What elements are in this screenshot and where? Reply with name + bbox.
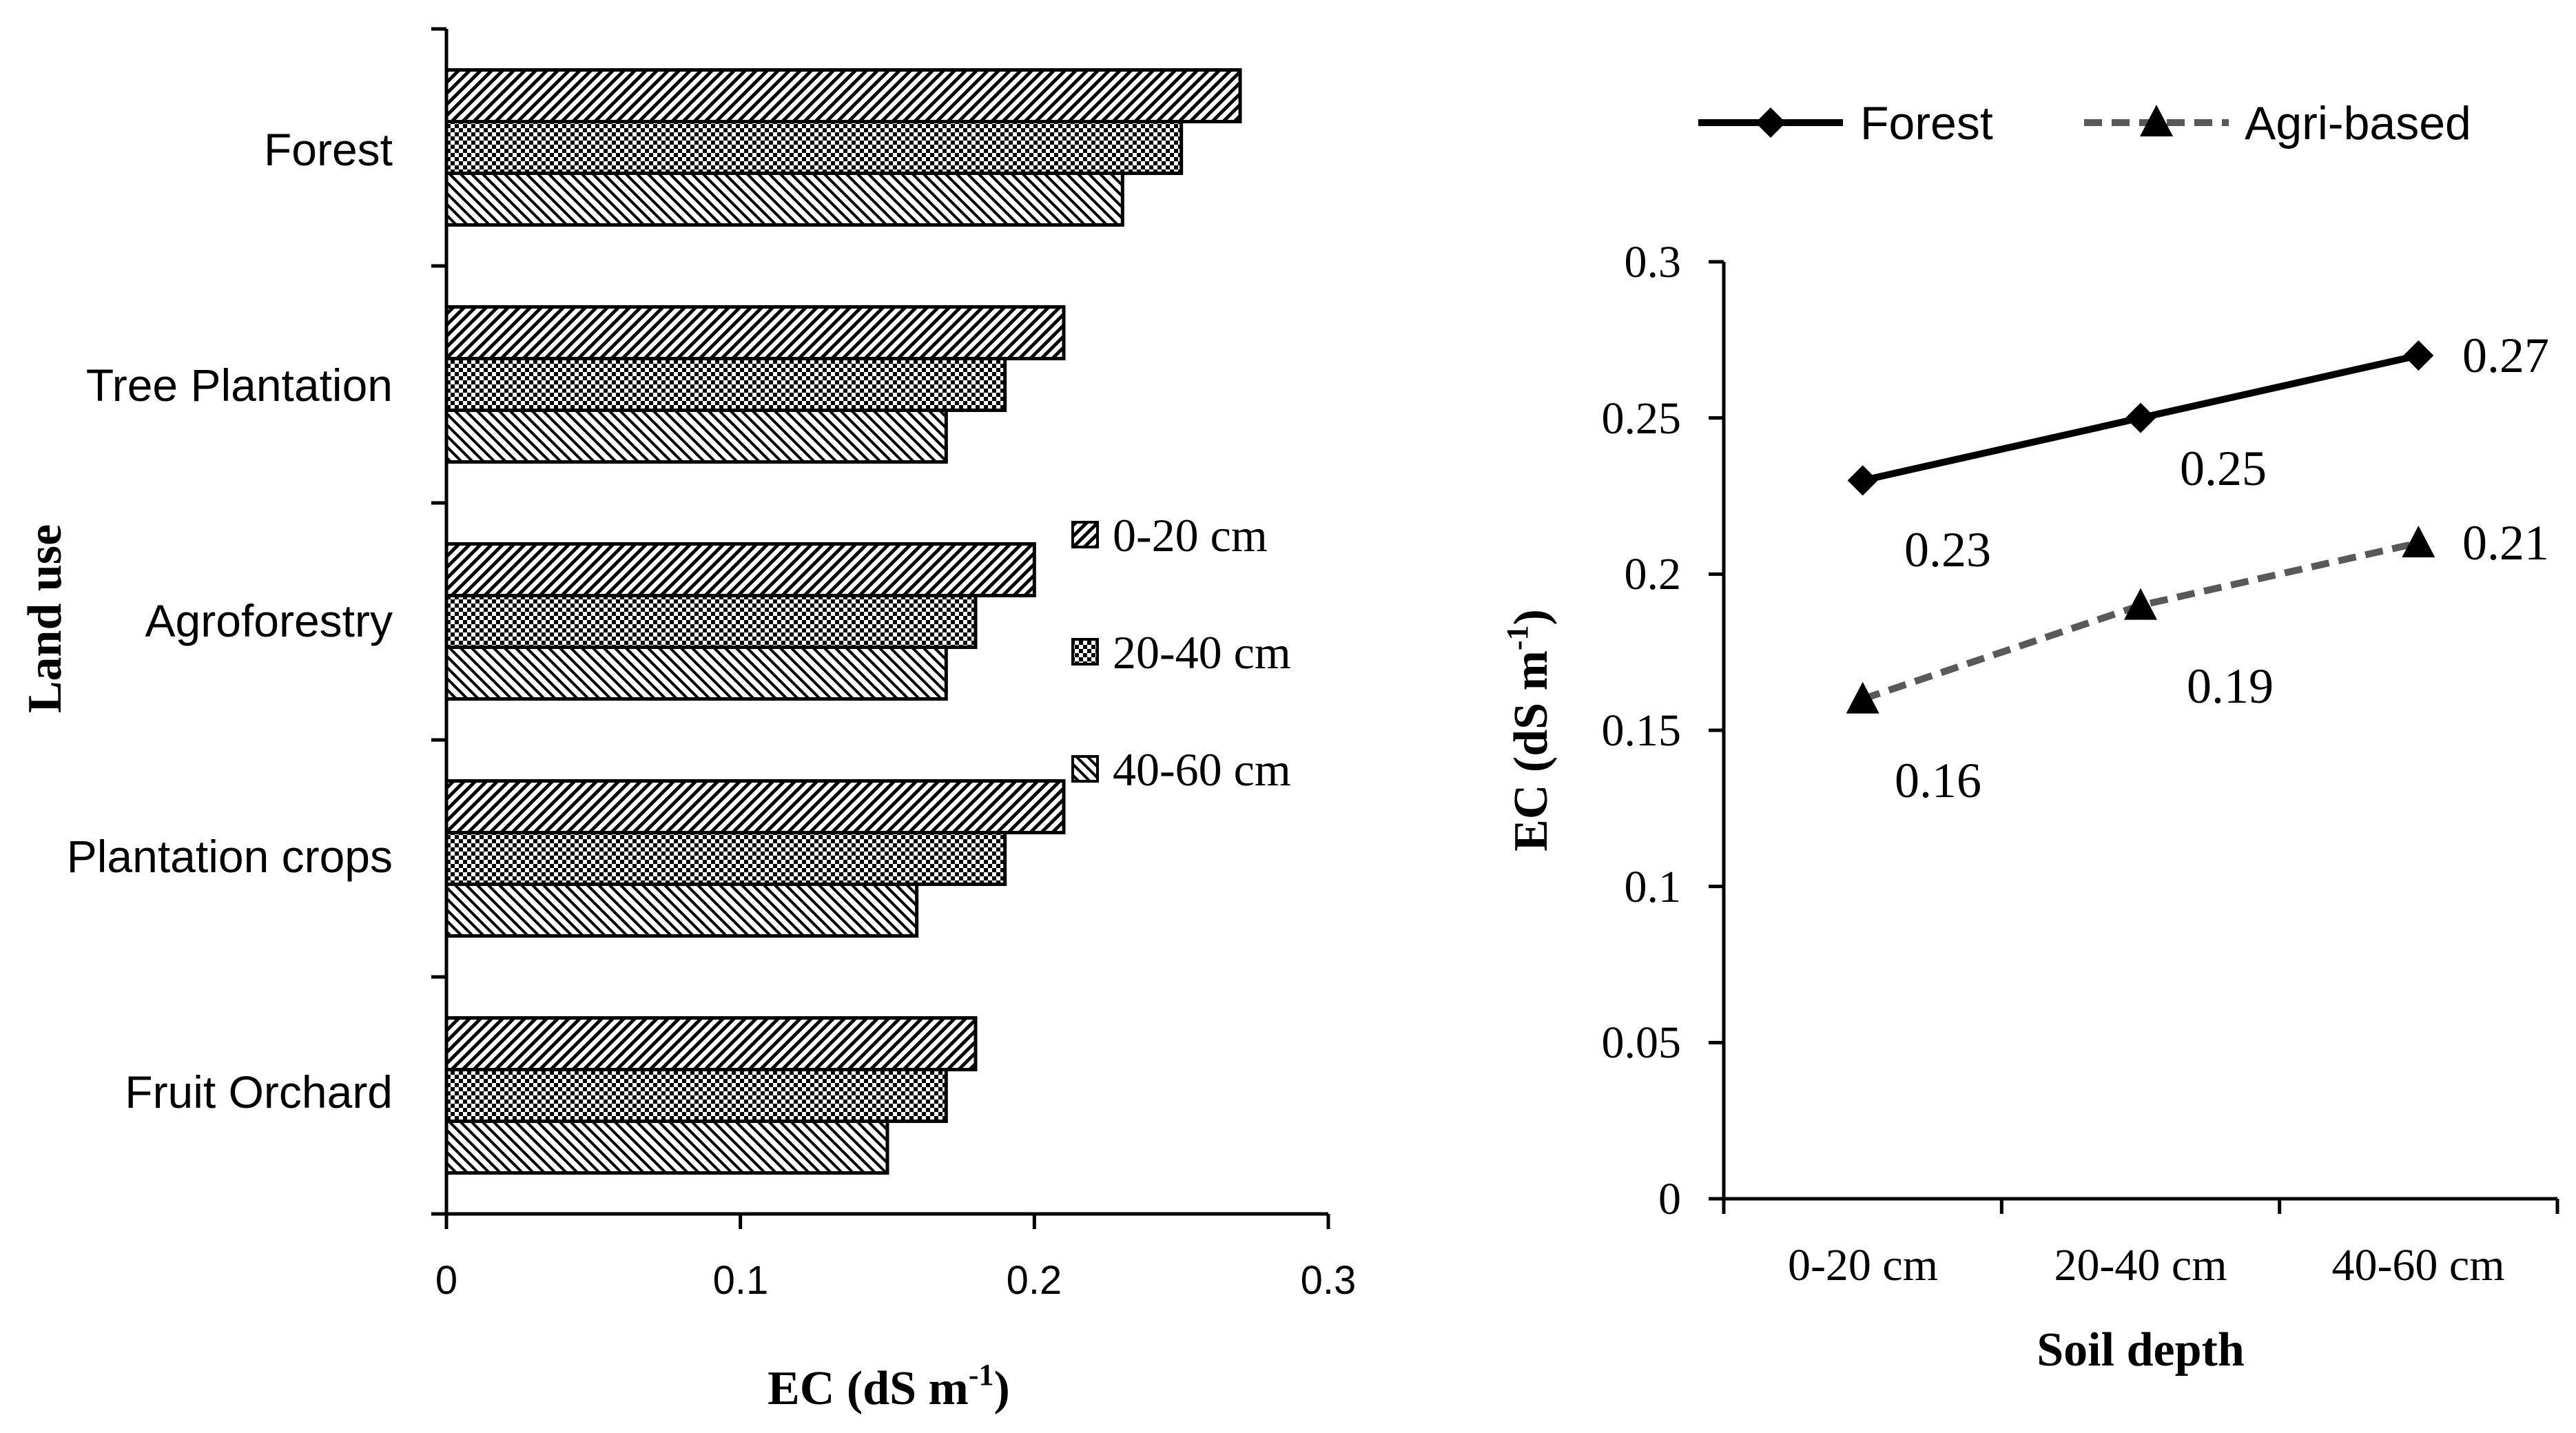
category-label: Tree Plantation	[86, 360, 393, 411]
legend-label: Forest	[1860, 97, 1993, 150]
bar	[444, 594, 978, 649]
y-tick-marks	[1709, 260, 1724, 1201]
category-label: Fruit Orchard	[125, 1066, 393, 1117]
y-axis-title: Land use	[19, 524, 72, 713]
diamond-marker	[1847, 465, 1878, 496]
diamond-marker	[2125, 402, 2156, 433]
bar	[444, 68, 1242, 123]
x-axis-title: EC (dS m-1)	[767, 1358, 1010, 1415]
data-label: 0.27	[2462, 328, 2549, 383]
bar	[444, 831, 1007, 886]
legend-swatch-checker	[1071, 638, 1099, 666]
category-label: Plantation crops	[67, 831, 393, 882]
x-tick-label: 0	[435, 1258, 457, 1303]
x-category-labels: 0-20 cm 20-40 cm 40-60 cm	[1788, 1240, 2505, 1290]
bar	[444, 646, 948, 701]
bar	[444, 1016, 978, 1071]
bar	[444, 1120, 889, 1175]
data-label: 0.23	[1904, 522, 1991, 577]
bar-chart: 0 0.1 0.2 0.3 Forest Tree Plantation Agr…	[19, 27, 1356, 1415]
legend-label: 40-60 cm	[1113, 743, 1291, 796]
x-category-label: 20-40 cm	[2054, 1240, 2227, 1290]
legend-label: Agri-based	[2245, 97, 2471, 150]
bar-legend: 0-20 cm 20-40 cm 40-60 cm	[1071, 509, 1291, 796]
bar	[444, 779, 1066, 834]
category-labels: Forest Tree Plantation Agroforestry Plan…	[67, 124, 393, 1117]
bar	[444, 1068, 948, 1123]
y-tick-label: 0.15	[1602, 705, 1682, 756]
bar	[444, 357, 1007, 412]
data-label: 0.19	[2187, 659, 2274, 714]
bar	[444, 409, 948, 464]
y-tick-label: 0.2	[1625, 549, 1682, 599]
x-axis-title: Soil depth	[2037, 1323, 2245, 1377]
y-tick-labels: 0 0.05 0.1 0.15 0.2 0.25 0.3	[1602, 237, 1682, 1224]
y-tick-label: 0.05	[1602, 1018, 1682, 1068]
data-label: 0.21	[2462, 515, 2549, 570]
x-tick-label: 0.2	[1007, 1258, 1062, 1303]
series-agri-based	[1846, 526, 2435, 714]
y-tick-label: 0.25	[1602, 393, 1682, 444]
legend-item-0-20: 0-20 cm	[1071, 509, 1268, 561]
data-label: 0.25	[2180, 441, 2267, 496]
line-chart: 0 0.05 0.1 0.15 0.2 0.25 0.3 0-20 cm 20-…	[1501, 97, 2559, 1377]
y-tick-label: 0.1	[1625, 862, 1682, 912]
data-labels: 0.23 0.25 0.27 0.16 0.19 0.21	[1895, 328, 2549, 808]
x-tick-label: 0.3	[1301, 1258, 1357, 1303]
diamond-marker-icon	[1755, 107, 1786, 138]
x-tick-label: 0.1	[713, 1258, 769, 1303]
bar	[444, 883, 919, 938]
x-category-label: 40-60 cm	[2331, 1240, 2504, 1290]
diamond-marker	[2403, 340, 2434, 371]
legend-item-20-40: 20-40 cm	[1071, 626, 1291, 679]
x-tick-labels: 0 0.1 0.2 0.3	[435, 1258, 1356, 1303]
legend-label: 0-20 cm	[1113, 509, 1268, 561]
data-label: 0.16	[1895, 753, 1981, 808]
triangle-marker	[2124, 588, 2157, 620]
legend-swatch-diagonal	[1071, 521, 1099, 548]
bar	[444, 120, 1184, 175]
bar	[444, 542, 1036, 597]
legend-item-40-60: 40-60 cm	[1071, 743, 1291, 796]
triangle-marker-icon	[2140, 105, 2173, 136]
line-legend: Forest Agri-based	[1698, 97, 2471, 150]
x-tick-marks	[1722, 1199, 2559, 1214]
y-axis-title: EC (dS m-1)	[1501, 609, 1558, 852]
legend-swatch-back-diagonal	[1071, 755, 1099, 783]
x-tick-marks	[444, 1214, 1330, 1229]
category-label: Forest	[264, 124, 393, 175]
legend-item-forest: Forest	[1698, 97, 1993, 150]
triangle-marker	[1846, 681, 1879, 714]
y-tick-label: 0	[1658, 1174, 1681, 1224]
bars	[444, 68, 1242, 1175]
legend-item-agri-based: Agri-based	[2084, 97, 2471, 150]
category-label: Agroforestry	[145, 595, 393, 646]
triangle-marker	[2402, 526, 2435, 557]
y-tick-marks	[431, 27, 446, 1216]
bar	[444, 172, 1124, 227]
series-forest	[1847, 340, 2434, 496]
legend-label: 20-40 cm	[1113, 626, 1291, 679]
x-category-label: 0-20 cm	[1788, 1240, 1938, 1290]
y-tick-label: 0.3	[1625, 237, 1682, 287]
bar	[444, 305, 1066, 360]
